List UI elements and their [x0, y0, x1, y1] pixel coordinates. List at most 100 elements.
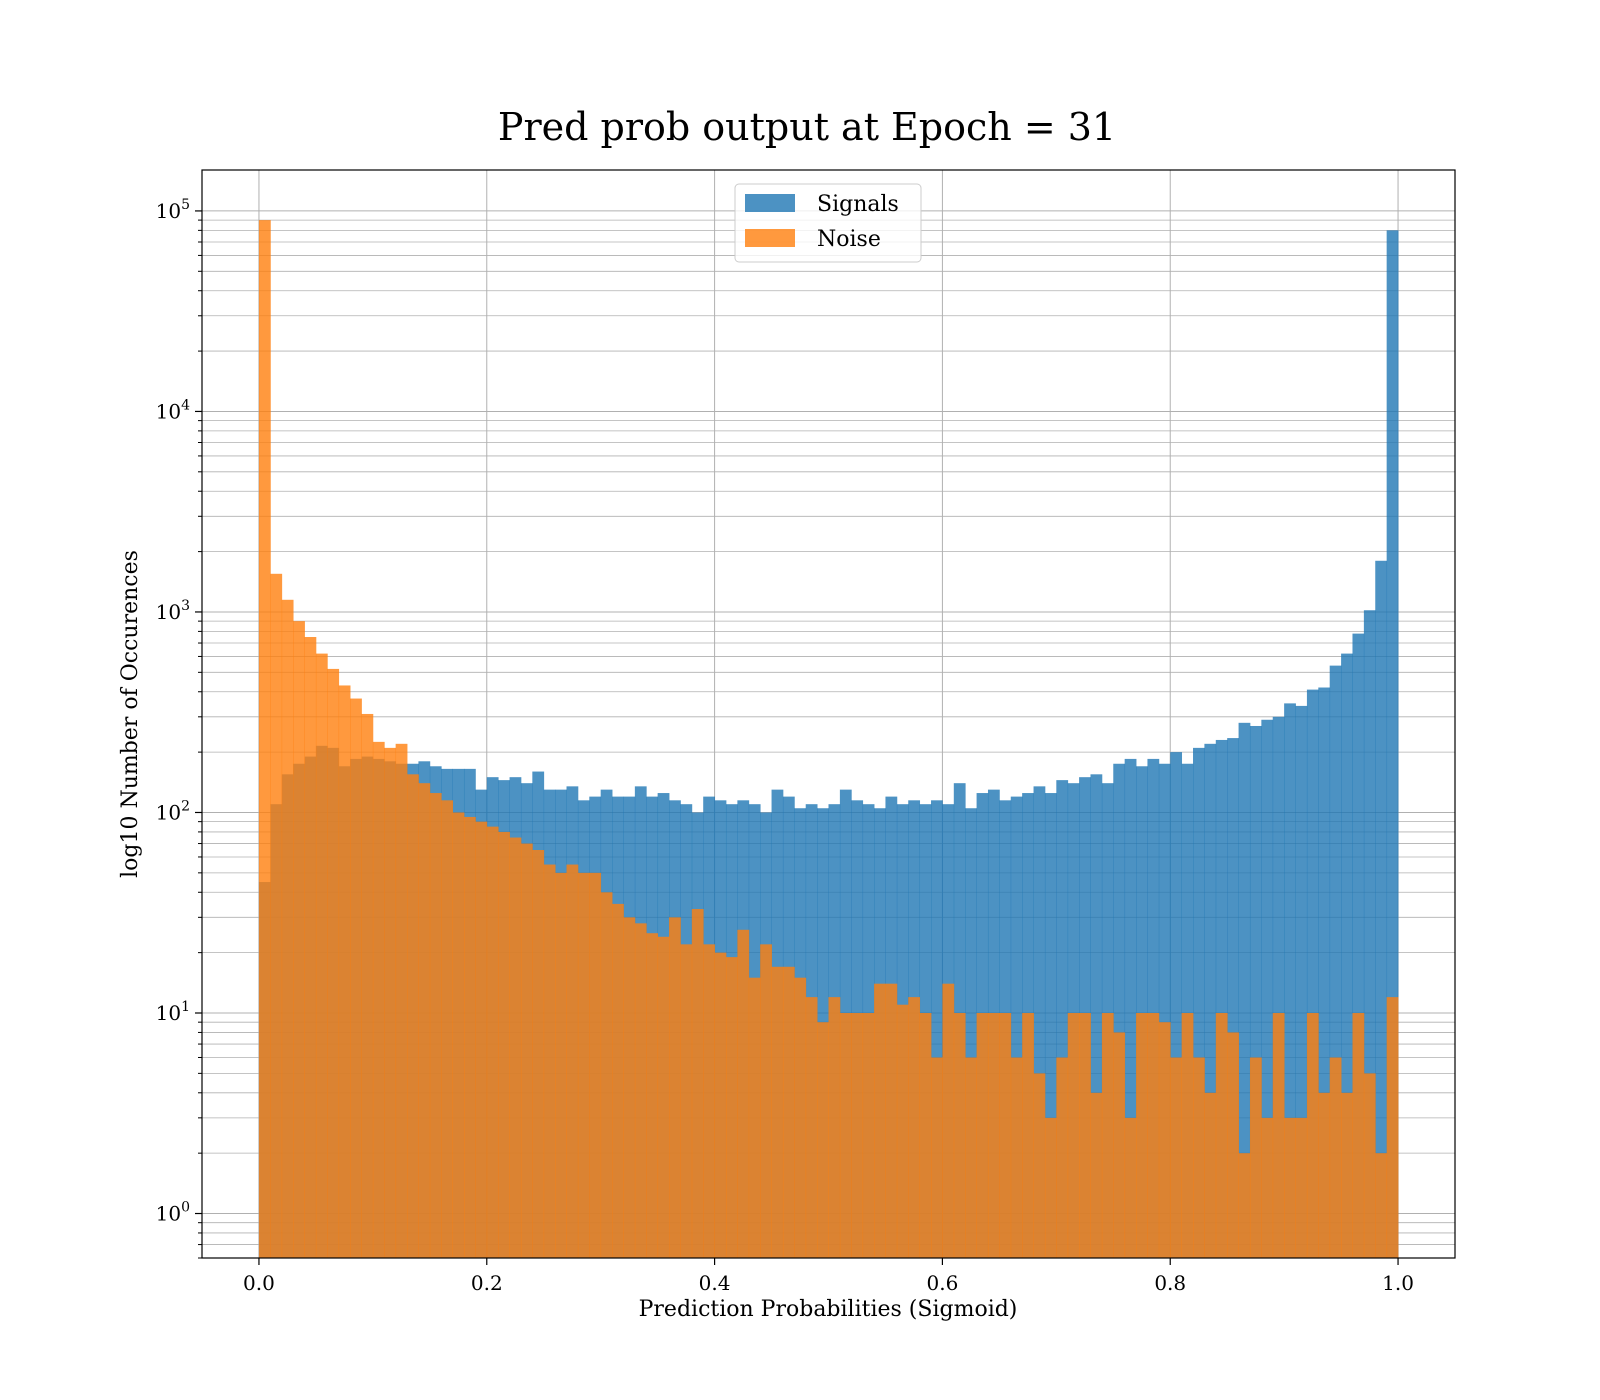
bar-noise: [1272, 1012, 1285, 1258]
bar-noise: [1067, 1012, 1080, 1258]
bar-noise: [999, 1012, 1012, 1258]
bar-signals: [1272, 716, 1285, 1258]
bar-noise: [600, 892, 613, 1258]
bar-noise: [942, 983, 955, 1258]
bar-signals: [1090, 774, 1103, 1258]
bar-noise: [874, 983, 886, 1258]
bar-noise: [293, 621, 305, 1258]
bar-noise: [486, 826, 499, 1258]
bar-noise: [1295, 1117, 1308, 1258]
bar-noise: [1215, 1012, 1228, 1258]
bar-signals: [1227, 738, 1239, 1258]
bar-noise: [315, 653, 328, 1258]
bar-noise: [612, 903, 624, 1258]
bar-noise: [1318, 1092, 1331, 1258]
bar-noise: [987, 1012, 1000, 1258]
x-tick-label: 0.0: [243, 1271, 275, 1295]
bar-noise: [908, 997, 921, 1258]
x-tick-label: 0.2: [471, 1271, 503, 1295]
bar-noise: [520, 843, 533, 1258]
bar-signals: [1249, 725, 1262, 1258]
bar-signals: [1033, 786, 1046, 1258]
bar-signals: [1193, 747, 1205, 1258]
bar-noise: [657, 936, 670, 1258]
bar-noise: [258, 220, 271, 1258]
bar-signals: [1284, 703, 1296, 1258]
bar-noise: [1124, 1117, 1137, 1258]
bar-noise: [1147, 1012, 1160, 1258]
bar-signals: [1204, 743, 1217, 1258]
bar-noise: [691, 909, 704, 1258]
bar-noise: [646, 933, 659, 1258]
bar-signals: [1352, 633, 1365, 1258]
bar-signals: [1375, 560, 1388, 1258]
bar-signals: [1238, 722, 1251, 1258]
y-tick-label: 101: [156, 999, 190, 1025]
bar-noise: [555, 872, 567, 1258]
bar-noise: [509, 837, 522, 1258]
bar-noise: [281, 599, 294, 1258]
bar-noise: [1079, 1012, 1091, 1258]
bar-noise: [566, 864, 579, 1258]
bar-noise: [372, 741, 385, 1258]
bar-noise: [805, 997, 818, 1258]
legend-swatch-signals: [745, 194, 795, 212]
bar-noise: [441, 800, 453, 1258]
bar-noise: [1010, 1057, 1023, 1258]
bar-noise: [475, 821, 488, 1258]
bar-noise: [327, 668, 340, 1258]
bar-noise: [771, 966, 784, 1258]
bar-noise: [862, 1012, 875, 1258]
bar-noise: [1329, 1057, 1342, 1258]
bar-noise: [965, 1057, 977, 1258]
bar-noise: [782, 966, 795, 1258]
bar-noise: [1170, 1057, 1183, 1258]
bar-noise: [976, 1012, 989, 1258]
bar-signals: [1113, 763, 1126, 1258]
bar-noise: [1363, 1073, 1376, 1258]
bar-noise: [634, 923, 647, 1258]
bar-noise: [703, 944, 715, 1258]
bar-noise: [304, 637, 317, 1258]
bar-noise: [1386, 997, 1399, 1258]
bar-noise: [384, 747, 397, 1258]
bar-signals: [1056, 780, 1069, 1258]
bar-signals: [965, 808, 977, 1258]
bar-noise: [931, 1057, 943, 1258]
bar-noise: [463, 816, 476, 1258]
y-axis-label: log10 Number of Occurences: [118, 550, 143, 878]
bar-noise: [1204, 1092, 1217, 1258]
legend-label-noise: Noise: [817, 227, 881, 252]
legend: Signals Noise: [734, 183, 922, 263]
bar-signals: [1136, 766, 1148, 1258]
bar-signals: [1170, 752, 1183, 1258]
bar-noise: [1193, 1057, 1205, 1258]
y-tick-label: 100: [156, 1200, 190, 1226]
bar-signals: [1181, 763, 1194, 1258]
bar-signals: [1318, 687, 1331, 1258]
bar-noise: [1261, 1117, 1274, 1258]
bar-noise: [737, 929, 750, 1258]
y-tick-label: 105: [156, 197, 190, 223]
bar-noise: [839, 1012, 852, 1258]
bar-noise: [589, 872, 602, 1258]
bar-noise: [953, 1012, 966, 1258]
bar-signals: [1341, 653, 1353, 1258]
bar-signals: [1215, 739, 1228, 1258]
x-tick-label: 0.8: [1154, 1271, 1186, 1295]
bar-noise: [1101, 1012, 1114, 1258]
bar-noise: [1238, 1153, 1251, 1258]
bar-noise: [1284, 1117, 1296, 1258]
bar-noise: [896, 1004, 909, 1258]
bar-noise: [1181, 1012, 1194, 1258]
bar-signals: [1158, 763, 1171, 1258]
legend-label-signals: Signals: [817, 192, 899, 217]
bar-signals: [931, 800, 943, 1258]
bar-noise: [498, 831, 510, 1258]
bar-noise: [760, 944, 772, 1258]
bar-signals: [1261, 719, 1274, 1258]
axis-ticks: 100 101 102 103 104 105 0.0 0.2 0.4 0.6 0.8 1.0: [156, 197, 1414, 1295]
bar-noise: [418, 783, 431, 1258]
